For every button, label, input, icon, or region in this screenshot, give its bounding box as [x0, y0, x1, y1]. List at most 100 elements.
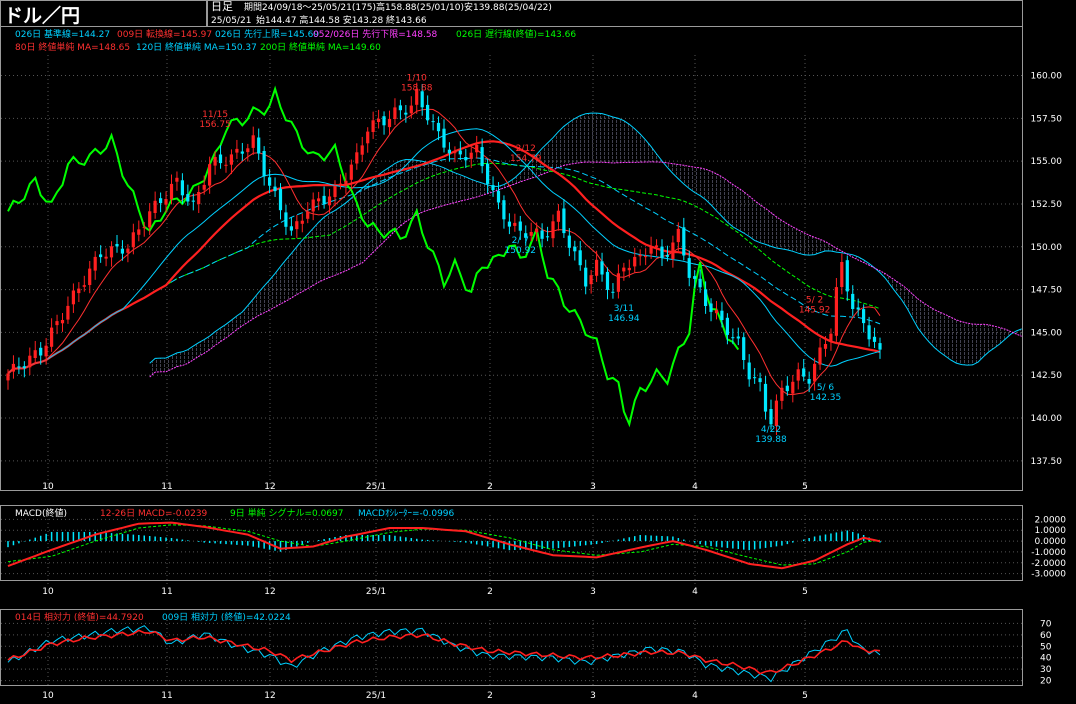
- candle-body: [453, 152, 457, 154]
- candle-body: [322, 195, 326, 204]
- candle-body: [627, 267, 631, 271]
- candle-body: [709, 303, 713, 312]
- y-tick-label: 142.50: [1031, 371, 1063, 381]
- candle-body: [44, 345, 48, 357]
- candle-body: [333, 186, 337, 197]
- macd-legend-signal: 9日 単純 シグナル=0.0697: [230, 509, 344, 519]
- candle-body: [371, 120, 375, 132]
- candle-body: [268, 177, 272, 186]
- candle-body: [513, 222, 517, 226]
- candle-body: [436, 122, 441, 132]
- rsi-x-tick: 25/1: [366, 691, 386, 701]
- rsi14-line: [7, 629, 881, 675]
- candle-body: [475, 144, 479, 153]
- candle-body: [698, 278, 702, 288]
- candle-body: [851, 293, 855, 309]
- rsi-legend-14: 014日 相対力 (終値)=44.7920: [15, 613, 144, 623]
- candle-body: [802, 368, 806, 377]
- annotation-date: 5/ 2: [806, 296, 823, 306]
- candle-body: [115, 244, 119, 247]
- legend-span-lower: 052/026日 先行下限=148.58: [313, 30, 438, 40]
- candle-body: [818, 347, 822, 365]
- candle-body: [338, 183, 342, 185]
- y-tick-label: 140.00: [1031, 414, 1063, 424]
- macd-x-tick: 4: [692, 587, 698, 597]
- macd-x-tick: 12: [264, 587, 275, 597]
- candle-body: [71, 290, 75, 305]
- candle-body: [486, 163, 490, 184]
- x-tick-label: 11: [161, 482, 172, 492]
- macd-y-tick: -3.0000: [1031, 570, 1066, 580]
- candle-body: [229, 154, 233, 165]
- main-info-box: [207, 0, 1023, 27]
- candle-body: [169, 183, 174, 200]
- candle-body: [676, 228, 680, 243]
- tenkan-line: [7, 108, 881, 396]
- macd-signal-line: [7, 524, 881, 566]
- candle-body: [208, 164, 212, 186]
- candle-body: [218, 154, 223, 164]
- candle-body: [447, 149, 451, 154]
- annotation-date: 2/ 7: [512, 236, 529, 246]
- candle-body: [289, 226, 293, 231]
- candle-body: [197, 192, 201, 205]
- x-tick-label: 4: [692, 482, 698, 492]
- candle-body: [186, 194, 190, 202]
- candle-body: [306, 211, 310, 219]
- candle-body: [88, 268, 92, 285]
- candle-body: [502, 200, 506, 220]
- candle-body: [600, 261, 604, 275]
- macd-x-tick: 5: [802, 587, 808, 597]
- candle-body: [109, 246, 114, 258]
- candle-body: [366, 131, 370, 144]
- y-tick-label: 150.00: [1031, 243, 1063, 253]
- chikou-line: [7, 85, 740, 428]
- macd-line: [7, 521, 881, 570]
- candle-body: [589, 275, 593, 285]
- rsi-y-tick: 30: [1040, 665, 1052, 675]
- legend-kijun: 026日 基準線=144.27: [15, 30, 111, 40]
- candle-body: [257, 137, 261, 154]
- rsi-legend-9: 009日 相対力 (終値)=42.0224: [162, 613, 291, 623]
- candle-body: [714, 310, 719, 314]
- candle-body: [595, 259, 599, 276]
- candle-body: [551, 221, 555, 239]
- candle-body: [813, 363, 817, 382]
- candle-body: [11, 363, 15, 372]
- ichimoku-cloud: [149, 113, 1022, 377]
- rsi-x-tick: 3: [590, 691, 596, 701]
- candle-body: [235, 148, 239, 153]
- candle-body: [284, 212, 288, 227]
- candle-body: [616, 273, 620, 292]
- candle-body: [742, 337, 746, 360]
- legend-span-upper: 026日 先行上限=145.69: [215, 30, 320, 40]
- candle-body: [93, 256, 97, 271]
- macd-y-tick: 1.0000: [1035, 526, 1067, 536]
- candle-body: [829, 333, 833, 342]
- macd-x-tick: 2: [487, 587, 493, 597]
- rsi-panel: [0, 609, 1023, 686]
- y-tick-label: 137.50: [1031, 457, 1063, 467]
- rsi-y-tick: 40: [1040, 654, 1052, 664]
- candle-body: [524, 233, 528, 238]
- candle-body: [415, 88, 419, 105]
- chart-title: ドル／円: [4, 5, 81, 27]
- candle-body: [464, 157, 468, 161]
- macd-title: MACD(終値): [15, 509, 68, 519]
- candle-body: [420, 91, 424, 108]
- candle-body: [611, 291, 615, 293]
- macd-panel: [0, 505, 1023, 581]
- candle-body: [126, 248, 130, 253]
- rsi-y-tick: 20: [1040, 677, 1052, 687]
- macd-y-tick: -2.0000: [1031, 559, 1066, 569]
- annotation-value: 145.92: [799, 306, 831, 316]
- candle-body: [349, 164, 353, 180]
- candle-body: [262, 151, 266, 177]
- candle-body: [507, 221, 511, 227]
- candle-body: [33, 350, 37, 358]
- candle-body: [633, 256, 637, 267]
- candle-body: [878, 343, 882, 350]
- candle-body: [725, 317, 729, 335]
- candle-body: [845, 260, 849, 292]
- candle-body: [562, 208, 566, 234]
